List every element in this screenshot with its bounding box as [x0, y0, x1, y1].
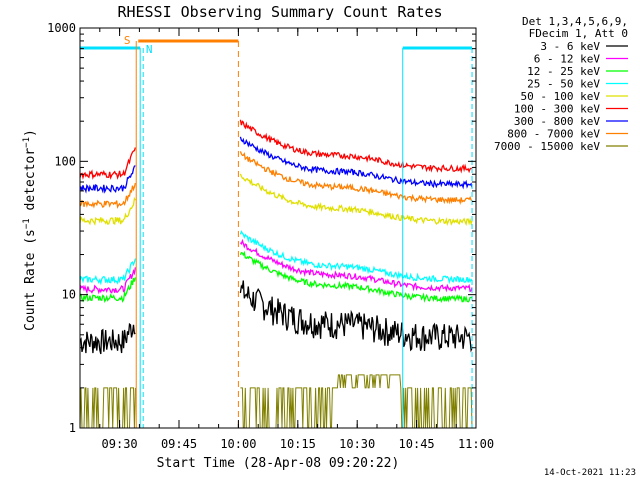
legend-label-8: 7000 - 15000 keV: [494, 140, 600, 153]
y-tick-label-1: 10: [62, 288, 76, 302]
legend-header-1: FDecim 1, Att 0: [529, 27, 628, 40]
saa-label: S: [124, 34, 131, 47]
y-axis-label-sup2: −1: [22, 137, 32, 148]
x-tick-label-5: 10:45: [399, 437, 435, 451]
x-axis-label: Start Time (28-Apr-08 09:20:22): [157, 456, 400, 471]
chart-title: RHESSI Observing Summary Count Rates: [117, 3, 442, 21]
legend-label-7: 800 - 7000 keV: [507, 128, 600, 141]
series-line-3: [79, 230, 473, 286]
y-axis-label-mid: detector: [23, 148, 38, 219]
legend-label-1: 6 - 12 keV: [534, 53, 601, 66]
axis-layer: 09:30 09:45 10:00 10:15 10:30 10:45 11:00 1 10 10…: [47, 21, 494, 451]
data-layer: [79, 119, 473, 429]
legend-label-6: 300 - 800 keV: [514, 115, 600, 128]
timestamp: 14-Oct-2021 11:23: [544, 468, 636, 478]
series-line-0: [79, 280, 473, 355]
series-line-8: [79, 374, 473, 429]
series-line-1: [79, 238, 473, 295]
y-axis-label-end: ): [23, 129, 38, 137]
series-line-6: [79, 136, 473, 194]
x-tick-label-1: 09:45: [161, 437, 197, 451]
y-tick-label-3: 1000: [47, 21, 76, 35]
legend-label-2: 12 - 25 keV: [527, 65, 600, 78]
x-tick-label-0: 09:30: [102, 437, 138, 451]
x-tick-label-4: 10:30: [339, 437, 375, 451]
night-label: N: [146, 43, 153, 56]
x-tick-label-6: 11:00: [458, 437, 494, 451]
y-axis-label-sup1: −1: [22, 218, 32, 229]
legend-label-3: 25 - 50 keV: [527, 78, 600, 91]
legend-label-0: 3 - 6 keV: [540, 40, 600, 53]
series-line-2: [80, 250, 473, 304]
x-tick-label-2: 10:00: [220, 437, 256, 451]
series-line-4: [79, 173, 473, 227]
y-axis-label: Count Rate (s−1 detector−1): [22, 129, 38, 331]
legend-header-0: Det 1,3,4,5,6,9,: [522, 15, 628, 28]
plot-frame: [79, 27, 477, 429]
annotation-layer: SN: [80, 34, 473, 428]
y-tick-label-2: 100: [54, 154, 76, 168]
legend: Det 1,3,4,5,6,9,FDecim 1, Att 03 - 6 keV…: [494, 15, 628, 153]
x-tick-label-3: 10:15: [280, 437, 316, 451]
series-line-5: [79, 119, 473, 180]
y-axis-label-main: Count Rate (s: [23, 229, 38, 331]
legend-label-4: 50 - 100 keV: [521, 90, 601, 103]
legend-label-5: 100 - 300 keV: [514, 103, 600, 116]
series-line-7: [79, 151, 473, 209]
y-tick-label-0: 1: [69, 421, 76, 435]
